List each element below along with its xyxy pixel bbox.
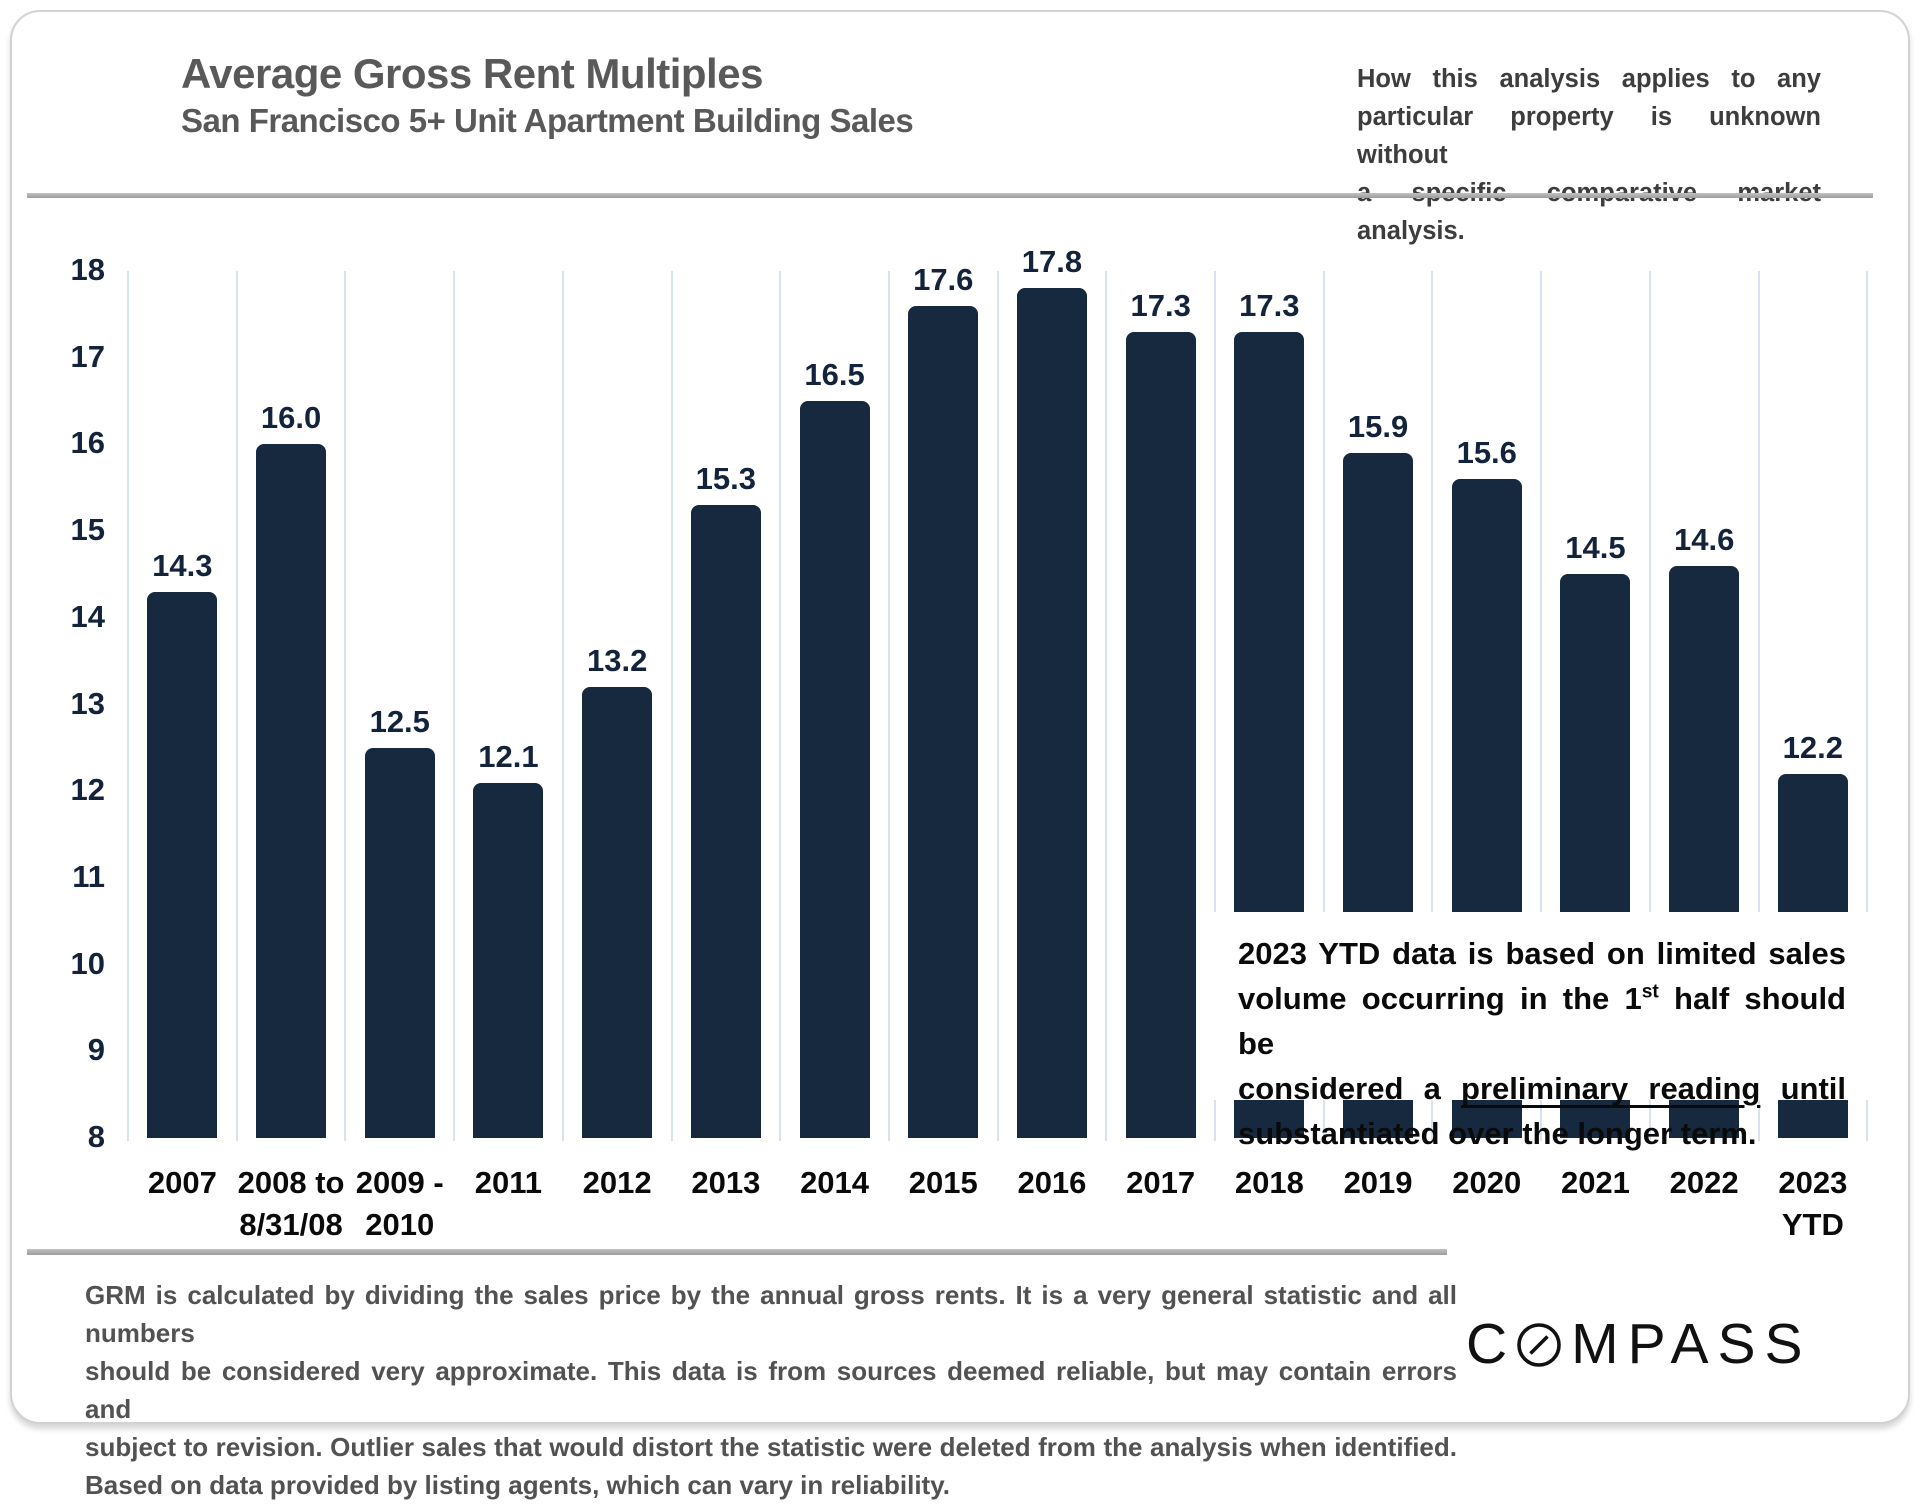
- gridline: [1431, 271, 1434, 1141]
- gridline: [127, 271, 129, 1141]
- compass-logo-letters-mpass: MPASS: [1571, 1312, 1812, 1376]
- header-divider: [27, 193, 1873, 198]
- text-line: particular property is unknown without: [1357, 103, 1821, 169]
- y-axis-tick-label: 13: [70, 685, 105, 721]
- bar-value-label: 15.6: [1456, 435, 1517, 471]
- x-axis-label: 2018: [1234, 1165, 1304, 1200]
- bar: [364, 747, 435, 1138]
- gridline: [1757, 271, 1760, 1141]
- bar-value-label: 17.6: [913, 261, 974, 297]
- x-axis-label: 2011: [474, 1165, 543, 1200]
- x-axis-label: 2015: [908, 1165, 978, 1200]
- chart-overlay-note: 2023 YTD data is based on limited sales v…: [1203, 912, 1879, 1151]
- text-line: 2023 YTD data is based on limited sales: [1238, 936, 1846, 971]
- page-subtitle: San Francisco 5+ Unit Apartment Building…: [181, 102, 914, 139]
- bar: [690, 505, 761, 1138]
- bar-value-label: 17.8: [1021, 244, 1083, 280]
- gridline: [1866, 271, 1869, 1141]
- compass-logo-letter-c: C: [1466, 1312, 1508, 1376]
- y-axis-tick-label: 18: [70, 252, 105, 287]
- x-axis-label: 2014: [800, 1165, 870, 1200]
- bar: [147, 591, 218, 1138]
- bar-value-label: 12.1: [478, 738, 539, 774]
- gridline: [996, 271, 999, 1141]
- bar-value-label: 14.3: [152, 547, 213, 583]
- x-axis-label: 2012: [582, 1165, 652, 1200]
- text-line: GRM is calculated by dividing the sales …: [85, 1280, 1457, 1348]
- gridline: [1214, 271, 1216, 1141]
- x-axis-label: 2022: [1669, 1165, 1739, 1200]
- text-line: Based on data provided by listing agents…: [85, 1470, 950, 1500]
- bar-value-label: 13.2: [586, 643, 648, 679]
- bar-chart: 8 9 10 11 12 13 14 15 16 17 18 14.3 2007 16.0 2008 to 8…: [70, 244, 1869, 1242]
- compass-logo: C MPASS: [1466, 1316, 1812, 1373]
- x-axis-label: 2017: [1126, 1165, 1196, 1200]
- x-axis-label: 2021: [1560, 1165, 1630, 1200]
- y-axis-tick-label: 14: [70, 598, 105, 634]
- x-axis-label: 2009 -2010: [355, 1165, 444, 1242]
- gridline: [561, 271, 564, 1141]
- text-line: substantiated over the longer term.: [1238, 1116, 1757, 1151]
- bar: [1125, 331, 1196, 1138]
- bar-value-label: 17.3: [1130, 287, 1191, 323]
- bar: [799, 401, 870, 1138]
- gridline: [779, 271, 782, 1141]
- gridline: [1648, 271, 1651, 1141]
- text-line: volume occurring in the 1st half should …: [1238, 981, 1846, 1061]
- gridline: [670, 271, 673, 1141]
- y-axis-tick-label: 9: [87, 1032, 105, 1068]
- footer-disclaimer: GRM is calculated by dividing the sales …: [85, 1276, 1457, 1504]
- y-axis-tick-label: 8: [87, 1119, 105, 1154]
- footer-divider: [27, 1249, 1447, 1255]
- gridline: [344, 271, 347, 1141]
- bar: [1016, 288, 1087, 1138]
- x-axis-label: 2007: [147, 1165, 217, 1200]
- text-line: subject to revision. Outlier sales that …: [85, 1432, 1457, 1462]
- bar-value-label: 17.3: [1239, 287, 1300, 323]
- y-axis-tick-label: 10: [70, 945, 105, 981]
- x-axis-label: 2013: [691, 1165, 761, 1200]
- bar-value-label: 15.9: [1347, 409, 1409, 445]
- gridline: [235, 271, 238, 1141]
- y-axis-tick-label: 16: [70, 425, 105, 461]
- bar-value-label: 16.0: [260, 400, 322, 436]
- x-axis-label: 2008 to 8/31/08: [237, 1165, 345, 1242]
- y-axis-tick-label: 11: [72, 858, 105, 894]
- x-axis-label: 2023 YTD: [1778, 1165, 1848, 1242]
- y-axis-tick-label: 17: [70, 338, 105, 374]
- gridline: [1540, 271, 1543, 1141]
- bar-value-label: 12.5: [369, 703, 430, 739]
- page-title: Average Gross Rent Multiples: [181, 50, 763, 97]
- bar: [908, 305, 979, 1138]
- text-line: should be considered very approximate. T…: [85, 1356, 1457, 1424]
- bar-value-label: 12.2: [1782, 729, 1844, 765]
- gridline: [453, 271, 456, 1141]
- gridline: [887, 271, 890, 1141]
- text-line: considered a preliminary reading until: [1238, 1071, 1846, 1106]
- bar: [582, 687, 653, 1138]
- compass-needle-icon: [1517, 1322, 1561, 1367]
- y-axis-tick-label: 15: [70, 512, 105, 548]
- gridline: [1322, 271, 1325, 1141]
- x-axis-label: 2019: [1343, 1165, 1413, 1200]
- bar-value-label: 16.5: [804, 357, 865, 393]
- bar: [256, 444, 327, 1138]
- bar-value-label: 14.6: [1673, 521, 1735, 557]
- bar-value-label: 15.3: [695, 461, 757, 497]
- x-axis-label: 2020: [1452, 1165, 1522, 1200]
- bar-value-label: 14.5: [1565, 530, 1626, 566]
- text-line: How this analysis applies to any: [1357, 65, 1821, 93]
- x-axis-label: 2016: [1017, 1165, 1087, 1200]
- bar: [473, 782, 544, 1138]
- gridline: [1105, 271, 1108, 1141]
- y-axis-tick-label: 12: [70, 772, 105, 808]
